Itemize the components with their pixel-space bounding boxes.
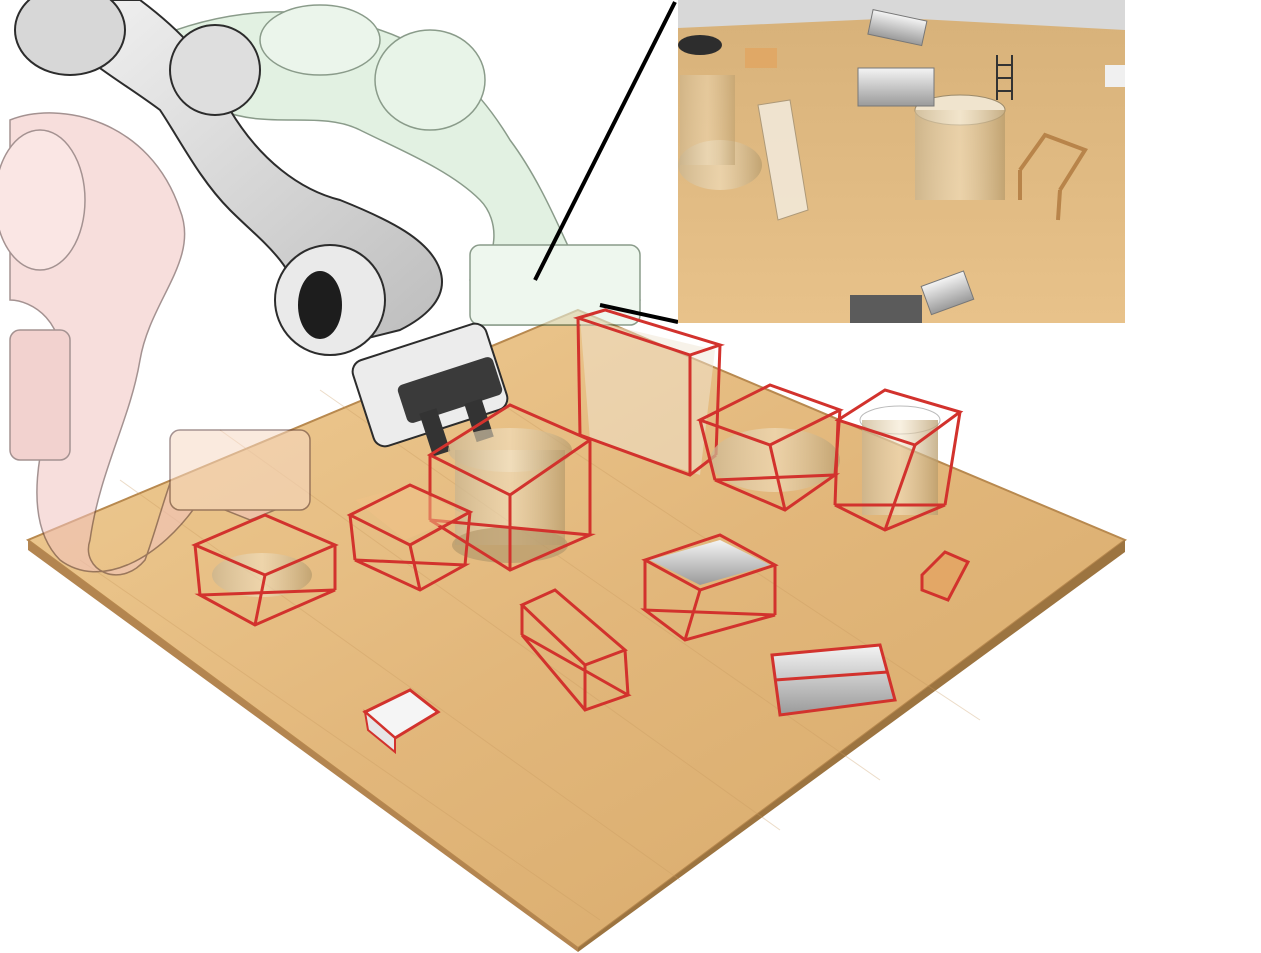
objects [191,308,971,755]
metal-sheet-icon [650,540,770,585]
inset-blocks [745,9,1125,323]
bounding-box [346,483,474,592]
callout-lines [533,1,679,324]
inset-glass-dish-icon [678,35,762,190]
bounding-box [191,513,339,627]
white-block-icon [362,688,441,755]
robot-arm-ghost-pink-icon [0,112,311,576]
glass-cup-icon [859,405,941,515]
table [25,308,1127,952]
inset-ladder-icon [996,55,1013,100]
inset-glass-panel-icon [757,99,809,221]
block-icon [920,550,971,602]
inset-chair-icon [1018,132,1088,221]
bounding-box [770,643,897,717]
glass-panel-icon [580,318,715,475]
inset-glass-jar-icon [914,94,1006,200]
robot-arm-ghost-green-icon [149,4,641,326]
bounding-box [519,588,632,712]
bounding-box [572,308,725,477]
metal-block-icon [772,645,895,715]
robot-arm-icon [14,0,509,457]
bounding-box [833,388,964,532]
inset-photo [678,0,1125,323]
bounding-box [640,533,779,642]
